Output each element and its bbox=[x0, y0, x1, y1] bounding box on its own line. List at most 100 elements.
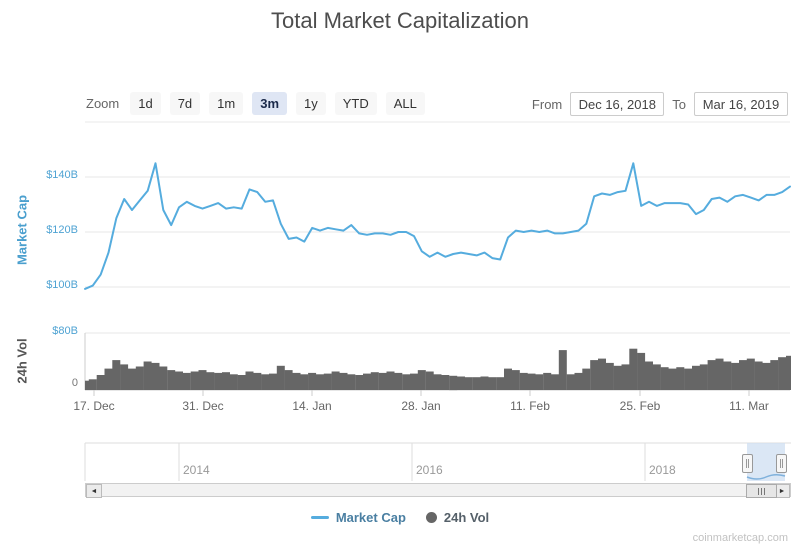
zoom-button-3m[interactable]: 3m bbox=[252, 92, 288, 115]
volume-bar bbox=[159, 366, 168, 390]
volume-bar bbox=[464, 377, 473, 390]
from-date-input[interactable] bbox=[570, 92, 665, 116]
scrollbar-left-arrow-icon[interactable]: ◄ bbox=[86, 484, 102, 498]
zoom-button-1m[interactable]: 1m bbox=[209, 92, 244, 115]
x-axis-label: 17. Dec bbox=[73, 399, 115, 413]
line-marker-icon bbox=[310, 516, 329, 519]
volume-bar bbox=[394, 372, 403, 390]
navigator-left-handle[interactable] bbox=[742, 454, 753, 473]
volume-bar bbox=[402, 374, 411, 390]
volume-bar bbox=[143, 361, 152, 390]
volume-bar bbox=[292, 372, 301, 390]
volume-bar bbox=[652, 364, 661, 390]
volume-bar bbox=[378, 372, 387, 390]
volume-bar bbox=[347, 374, 356, 390]
volume-bar bbox=[261, 374, 270, 390]
to-label: To bbox=[672, 96, 686, 112]
volume-bar bbox=[504, 368, 512, 390]
volume-bar bbox=[135, 366, 144, 390]
x-axis-label: 11. Mar bbox=[729, 399, 769, 413]
volume-bar bbox=[660, 367, 669, 390]
volume-bar bbox=[551, 374, 559, 390]
volume-bar bbox=[355, 375, 364, 390]
volume-bar bbox=[269, 373, 277, 390]
x-axis-label: 14. Jan bbox=[292, 399, 332, 413]
volume-bar bbox=[558, 350, 567, 390]
volume-bar bbox=[707, 360, 716, 390]
legend-item-24h-vol[interactable]: 24h Vol bbox=[425, 510, 490, 525]
marketcap-tick-label: $140B bbox=[46, 169, 78, 181]
volume-bar bbox=[527, 373, 536, 390]
legend-label: 24h Vol bbox=[443, 510, 490, 525]
volume-bar bbox=[112, 360, 121, 390]
volume-bar bbox=[723, 361, 732, 390]
legend: Market Cap 24h Vol bbox=[0, 510, 800, 525]
volume-bar bbox=[370, 372, 379, 390]
volume-bar bbox=[746, 358, 755, 390]
volume-bar bbox=[323, 373, 332, 390]
date-range-controls: From To bbox=[532, 92, 788, 116]
volume-bar bbox=[629, 348, 638, 390]
navigator-right-handle[interactable] bbox=[776, 454, 787, 473]
volume-bar bbox=[605, 362, 614, 390]
volume-bar bbox=[715, 358, 724, 390]
legend-item-market-cap[interactable]: Market Cap bbox=[310, 510, 406, 525]
volume-bar bbox=[472, 377, 481, 390]
scrollbar-thumb[interactable] bbox=[746, 484, 777, 498]
volume-bar bbox=[496, 377, 505, 390]
x-axis-label: 31. Dec bbox=[182, 399, 224, 413]
from-label: From bbox=[531, 96, 563, 112]
zoom-button-ytd[interactable]: YTD bbox=[334, 92, 377, 115]
volume-bar bbox=[488, 377, 497, 390]
volume-bar bbox=[253, 372, 262, 390]
to-date-input[interactable] bbox=[694, 92, 788, 116]
volume-bar bbox=[754, 361, 763, 390]
x-axis-label: 25. Feb bbox=[619, 399, 661, 413]
zoom-button-1d[interactable]: 1d bbox=[130, 92, 161, 115]
circle-marker-icon bbox=[425, 512, 437, 523]
volume-bar bbox=[684, 368, 693, 390]
marketcap-tick-label: $120B bbox=[46, 224, 78, 236]
volume-bar bbox=[637, 352, 646, 390]
volume-bar bbox=[300, 374, 309, 390]
volume-bar bbox=[331, 371, 340, 390]
volume-tick-label: 0 bbox=[71, 377, 78, 389]
volume-bar bbox=[590, 360, 599, 390]
volume-bar bbox=[441, 375, 450, 390]
volume-bar bbox=[480, 376, 489, 390]
volume-bar bbox=[676, 367, 685, 390]
volume-bar bbox=[645, 361, 653, 390]
zoom-button-1y[interactable]: 1y bbox=[296, 92, 326, 115]
volume-tick-label: $80B bbox=[52, 325, 78, 337]
volume-bar bbox=[175, 371, 183, 390]
volume-bar bbox=[386, 371, 395, 390]
volume-bar bbox=[276, 365, 285, 390]
volume-bar bbox=[198, 370, 207, 390]
volume-bar bbox=[88, 379, 97, 390]
navigator-scrollbar[interactable]: ◄ ► bbox=[85, 483, 791, 498]
volume-bar bbox=[598, 358, 606, 390]
volume-bar bbox=[778, 357, 787, 390]
volume-bar bbox=[128, 368, 136, 390]
volume-bar bbox=[425, 371, 434, 390]
navigator-year-label: 2016 bbox=[416, 463, 443, 477]
volume-bar bbox=[151, 362, 160, 390]
volume-bar bbox=[519, 372, 528, 390]
volume-bar bbox=[621, 364, 630, 390]
volume-bar bbox=[229, 374, 238, 390]
volume-bar bbox=[222, 372, 230, 390]
volume-bar bbox=[668, 368, 677, 390]
volume-bar bbox=[316, 374, 324, 390]
zoom-button-all[interactable]: ALL bbox=[385, 92, 425, 115]
volume-bar bbox=[237, 375, 246, 390]
volume-bar bbox=[190, 371, 199, 390]
volume-bar bbox=[245, 371, 254, 390]
volume-bar bbox=[449, 375, 458, 391]
volume-bar bbox=[339, 372, 348, 390]
volume-bar bbox=[308, 372, 317, 390]
zoom-button-7d[interactable]: 7d bbox=[169, 92, 201, 115]
volume-bar bbox=[96, 375, 105, 390]
navigator-year-label: 2018 bbox=[649, 463, 676, 477]
